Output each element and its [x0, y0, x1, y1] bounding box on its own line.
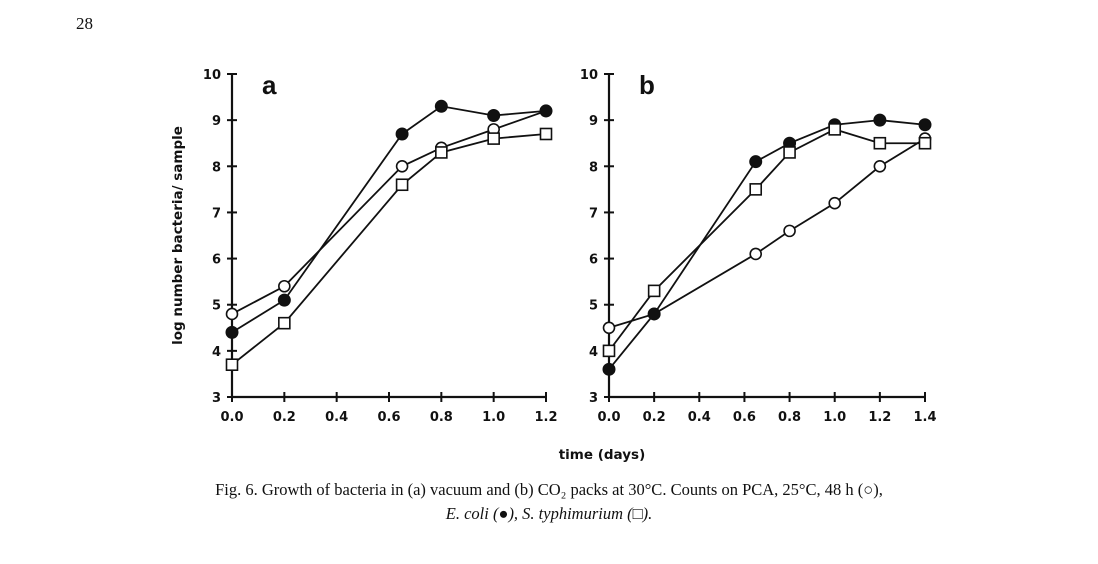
panel-b: 3 4 5 6 7 8 9 10 0.0 0.2 0.4 0.6 0.8 1.0 1.2 1.4 b — [580, 68, 937, 425]
data-point-open-square — [539, 127, 553, 141]
data-point-open-circle — [873, 159, 887, 173]
data-point-open-circle — [602, 321, 616, 335]
y-tick-label: 4 — [212, 345, 221, 360]
y-axis-title: log number bacteria/ sample — [170, 126, 186, 345]
y-tick-label: 7 — [589, 206, 598, 221]
x-tick-label: 1.2 — [868, 410, 891, 425]
x-tick-label: 0.6 — [733, 410, 756, 425]
data-point-open-square — [828, 123, 842, 136]
data-point-open-square — [873, 136, 887, 150]
series-line — [231, 110, 547, 315]
caption-line-2: E. coli (●), S. typhimurium (□). — [445, 504, 653, 523]
page-number: 28 — [76, 14, 93, 33]
y-tick-label: 10 — [203, 68, 221, 83]
data-point-open-circle — [749, 247, 763, 261]
data-point-open-square — [225, 358, 239, 372]
y-tick-label: 8 — [212, 160, 221, 175]
data-point-open-square — [602, 344, 616, 358]
y-tick-label: 6 — [589, 253, 598, 268]
panel-label: b — [639, 70, 655, 100]
caption-line-1: Fig. 6. Growth of bacteria in (a) vacuum… — [215, 480, 883, 499]
data-point-open-square — [749, 183, 763, 196]
x-tick-label: 0.2 — [643, 410, 666, 425]
y-tick-label: 3 — [212, 391, 221, 406]
y-tick-label: 6 — [212, 253, 221, 268]
data-point-open-square — [918, 136, 932, 150]
data-point-open-square — [647, 284, 661, 298]
data-point-filled-circle — [434, 99, 448, 113]
data-point-filled-circle — [647, 307, 661, 321]
x-axis-title: time (days) — [559, 447, 646, 463]
series-filled-circle — [602, 113, 932, 376]
series-open-circle — [602, 132, 932, 335]
series-line — [608, 119, 926, 370]
x-tick-label: 0.4 — [325, 410, 348, 425]
series-open-square — [225, 127, 553, 372]
data-point-filled-circle — [873, 113, 887, 127]
data-point-open-circle — [828, 196, 842, 210]
y-tick-label: 8 — [589, 160, 598, 175]
data-point-open-circle — [395, 159, 409, 173]
x-tick-label: 1.2 — [534, 410, 557, 425]
y-tick-label: 3 — [589, 391, 598, 406]
x-tick-label: 1.0 — [482, 410, 505, 425]
y-tick-label: 5 — [212, 299, 221, 314]
series-line — [231, 133, 547, 366]
data-point-filled-circle — [749, 155, 763, 169]
series-open-square — [602, 123, 932, 358]
series-filled-circle — [225, 99, 553, 339]
data-point-open-square — [783, 146, 796, 159]
data-point-open-square — [395, 178, 409, 192]
x-tick-label: 1.4 — [913, 410, 936, 425]
y-tick-label: 5 — [589, 299, 598, 314]
data-point-open-circle — [783, 224, 796, 238]
x-tick-label: 0.4 — [688, 410, 711, 425]
data-point-open-square — [487, 132, 500, 145]
x-tick-label: 0.0 — [597, 410, 620, 425]
x-tick-label: 0.8 — [430, 410, 453, 425]
data-point-open-square — [435, 146, 448, 159]
data-point-filled-circle — [225, 325, 239, 339]
y-tick-label: 7 — [212, 206, 221, 221]
data-point-open-circle — [278, 279, 291, 293]
x-tick-label: 0.8 — [778, 410, 801, 425]
figure-6: 3 4 5 6 7 8 9 10 0.0 0.2 0.4 0.6 0.8 1.0 1.2 a log numbe… — [170, 68, 937, 463]
data-point-filled-circle — [602, 362, 616, 376]
y-tick-label: 9 — [212, 114, 221, 129]
panel-label: a — [262, 70, 277, 100]
data-point-filled-circle — [395, 127, 409, 141]
panel-a: 3 4 5 6 7 8 9 10 0.0 0.2 0.4 0.6 0.8 1.0 1.2 a log numbe… — [170, 68, 558, 425]
x-tick-label: 1.0 — [823, 410, 846, 425]
series-line — [231, 105, 547, 334]
figure-caption: Fig. 6. Growth of bacteria in (a) vacuum… — [0, 478, 1098, 526]
x-tick-label: 0.0 — [220, 410, 243, 425]
data-point-filled-circle — [918, 118, 932, 132]
y-tick-label: 9 — [589, 114, 598, 129]
data-point-filled-circle — [487, 109, 501, 123]
x-tick-label: 0.6 — [377, 410, 400, 425]
data-point-open-circle — [225, 307, 239, 321]
y-tick-label: 4 — [589, 345, 598, 360]
data-point-filled-circle — [277, 293, 291, 307]
data-point-open-square — [278, 316, 291, 330]
data-point-filled-circle — [539, 104, 553, 118]
x-tick-label: 0.2 — [273, 410, 296, 425]
y-tick-label: 10 — [580, 68, 598, 83]
